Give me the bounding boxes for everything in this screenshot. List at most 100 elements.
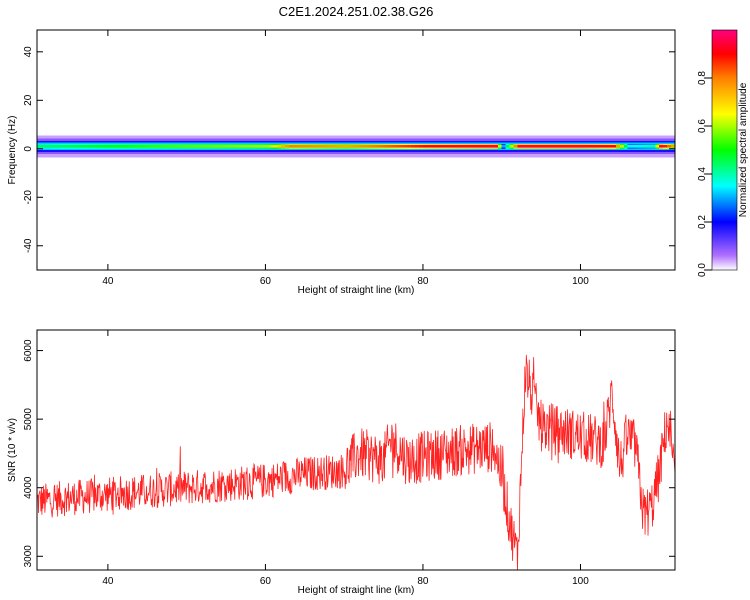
- heatmap-cell: [383, 145, 389, 148]
- heatmap-cell: [438, 145, 444, 148]
- heatmap-cell: [395, 145, 400, 148]
- heatmap-cell: [478, 145, 483, 148]
- heatmap-cell: [446, 145, 452, 148]
- x-tick-label: 60: [260, 576, 272, 587]
- heatmap-cell: [277, 145, 282, 148]
- heatmap-cell: [497, 145, 503, 148]
- heatmap-cell: [592, 145, 597, 148]
- heatmap-cell: [265, 145, 270, 148]
- heatmap-cell: [186, 145, 192, 148]
- heatmap-cell: [336, 145, 341, 148]
- heatmap-cell: [115, 145, 121, 148]
- heatmap-cell: [155, 145, 160, 148]
- heatmap-cell: [210, 145, 215, 148]
- heatmap-cell: [375, 145, 381, 148]
- heatmap-cell: [37, 145, 42, 148]
- y-tick-label: 4000: [23, 476, 34, 499]
- heatmap-cell: [545, 145, 550, 148]
- heatmap-cell: [273, 145, 278, 148]
- heatmap-cell: [289, 145, 294, 148]
- heatmap-cell: [96, 145, 101, 148]
- heatmap-cell: [304, 145, 310, 148]
- heatmap-cell: [44, 145, 50, 148]
- heatmap-cell: [399, 145, 404, 148]
- heatmap-cell: [261, 145, 267, 148]
- heatmap-cell: [80, 145, 85, 148]
- x-tick-label: 100: [572, 276, 589, 287]
- heatmap-cell: [482, 145, 487, 148]
- heatmap-cell: [462, 145, 467, 148]
- spectrogram-y-axis-label: Frequency (Hz): [7, 116, 18, 185]
- x-tick-label: 40: [102, 276, 114, 287]
- heatmap-cell: [249, 145, 255, 148]
- heatmap-cell: [671, 145, 675, 148]
- heatmap-cell: [143, 145, 148, 148]
- heatmap-cell: [419, 145, 424, 148]
- heatmap-cell: [403, 145, 408, 148]
- heatmap-cell: [269, 145, 274, 148]
- heatmap-cell: [198, 145, 204, 148]
- heatmap-cell: [328, 145, 333, 148]
- heatmap-cell: [422, 145, 428, 148]
- x-tick-label: 80: [417, 276, 429, 287]
- colorbar-gradient: [711, 29, 738, 271]
- heatmap-cell: [474, 145, 479, 148]
- spectrogram-frame: [36, 29, 676, 271]
- heatmap-cell: [127, 145, 133, 148]
- heatmap-cell: [72, 145, 77, 148]
- heatmap-cell: [281, 145, 286, 148]
- heatmap-cell: [659, 145, 664, 148]
- heatmap-cell: [139, 145, 144, 148]
- x-tick-label: 100: [572, 576, 589, 587]
- heatmap-cell: [190, 145, 196, 148]
- heatmap-cell: [548, 145, 554, 148]
- heatmap-cell: [485, 145, 491, 148]
- snr-panel: 40 60 80 100 3000 4000 5000 6000 Height of stra…: [7, 329, 676, 596]
- heatmap-cell: [320, 145, 326, 148]
- y-tick-label: 20: [23, 94, 34, 106]
- spectrogram-axes: 40 60 80 100 -40 -20 0 20 40: [23, 30, 675, 287]
- heatmap-cell: [159, 145, 164, 148]
- heatmap-cell: [296, 145, 302, 148]
- heatmap-cell: [76, 145, 81, 148]
- heatmap-cell: [166, 145, 172, 148]
- heatmap-cell: [643, 145, 649, 148]
- heatmap-cell: [584, 145, 589, 148]
- heatmap-cell: [521, 145, 526, 148]
- heatmap-cell: [135, 145, 140, 148]
- heatmap-cell: [163, 145, 168, 148]
- heatmap-cell: [367, 145, 373, 148]
- y-tick-label: 3000: [23, 545, 34, 568]
- colorbar-ticks: 0.0 0.2 0.4 0.6 0.8: [697, 71, 712, 277]
- y-tick-label: 40: [23, 46, 34, 58]
- heatmap-cell: [600, 145, 605, 148]
- heatmap-cell: [505, 145, 511, 148]
- heatmap-cell: [391, 145, 396, 148]
- heatmap-cell: [564, 145, 570, 148]
- heatmap-cell: [588, 145, 593, 148]
- heatmap-cell: [68, 145, 74, 148]
- heatmap-cell: [312, 145, 318, 148]
- heatmap-cell: [356, 145, 361, 148]
- heatmap-cell: [411, 145, 416, 148]
- heatmap-cell: [253, 145, 259, 148]
- heatmap-cell: [348, 145, 353, 148]
- heatmap-cell: [667, 145, 672, 148]
- x-tick-label: 80: [417, 576, 429, 587]
- heatmap-cell: [352, 145, 357, 148]
- heatmap-cell: [233, 145, 239, 148]
- heatmap-cell: [88, 145, 93, 148]
- heatmap-cell: [426, 145, 432, 148]
- heatmap-cell: [552, 145, 558, 148]
- heatmap-cell: [611, 145, 617, 148]
- colorbar: 0.0 0.2 0.4 0.6 0.8 Normalized spectral ampl…: [697, 29, 749, 277]
- heatmap-cell: [107, 145, 113, 148]
- heatmap-cell: [651, 145, 656, 148]
- heatmap-cell: [604, 145, 609, 148]
- heatmap-cell: [178, 145, 184, 148]
- heatmap-cell: [119, 145, 125, 148]
- heatmap-cell: [84, 145, 89, 148]
- heatmap-cell: [533, 145, 538, 148]
- heatmap-cell: [206, 145, 211, 148]
- heatmap-cell: [324, 145, 330, 148]
